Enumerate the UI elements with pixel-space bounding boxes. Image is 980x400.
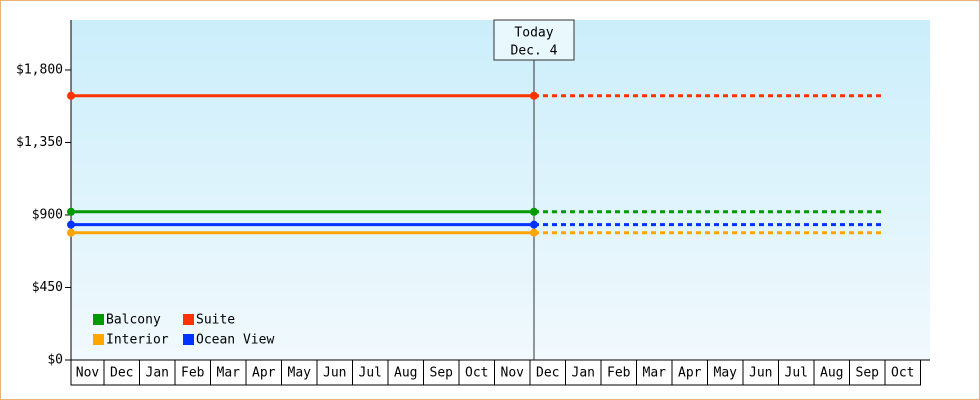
x-tick-label: Jan [146,366,169,381]
x-tick-label: Jul [359,366,382,381]
x-cell [316,359,353,386]
x-tick-label: Jul [785,366,808,381]
x-tick-label: Jan [572,366,595,381]
y-tick-label: $1,350 [16,135,63,150]
legend-swatch [183,314,194,325]
x-cell [458,359,495,386]
x-tick-label: Jun [749,366,772,381]
x-cell [636,359,673,386]
x-tick-label: Nov [76,366,100,381]
y-tick-label: $1,800 [16,62,63,77]
series-point [530,220,538,229]
x-tick-label: Dec [110,366,133,381]
legend-label: Ocean View [196,333,274,348]
x-tick-label: Feb [181,366,205,381]
legend-label: Balcony [106,313,161,328]
x-tick-label: Mar [217,366,241,381]
x-cell [529,359,566,386]
x-tick-label: Oct [465,366,488,381]
today-label: Today [514,26,553,41]
today-box [493,19,575,61]
series-point [530,228,538,237]
x-tick-label: Oct [891,366,914,381]
x-tick-label: Aug [394,366,417,381]
series-point [530,91,538,100]
y-tick-label: $0 [47,353,63,368]
x-tick-label: Feb [607,366,631,381]
x-tick-label: Jun [323,366,346,381]
y-tick-label: $450 [32,280,63,295]
legend-label: Suite [196,313,235,328]
x-tick-label: Apr [252,366,276,381]
x-tick-label: May [288,366,312,381]
x-tick-label: Sep [430,366,454,381]
series-point [530,207,538,216]
x-cell [565,359,602,386]
x-tick-label: May [714,366,738,381]
x-tick-label: Aug [820,366,843,381]
x-tick-label: Sep [856,366,880,381]
y-tick-label: $900 [32,207,63,222]
x-cell [778,359,815,386]
legend-swatch [93,314,104,325]
legend-swatch [183,334,194,345]
x-tick-label: Apr [678,366,702,381]
x-cell [671,359,708,386]
today-label: Dec. 4 [511,44,558,59]
x-cell [707,359,744,386]
series-point [67,207,75,216]
x-tick-label: Mar [643,366,667,381]
series-point [67,228,75,237]
x-cell [813,359,850,386]
series-point [67,220,75,229]
legend-label: Interior [106,333,169,348]
plot-area [71,20,930,360]
x-tick-label: Nov [501,366,525,381]
x-tick-label: Dec [536,366,559,381]
x-cell [884,359,921,386]
series-point [67,91,75,100]
legend-swatch [93,334,104,345]
